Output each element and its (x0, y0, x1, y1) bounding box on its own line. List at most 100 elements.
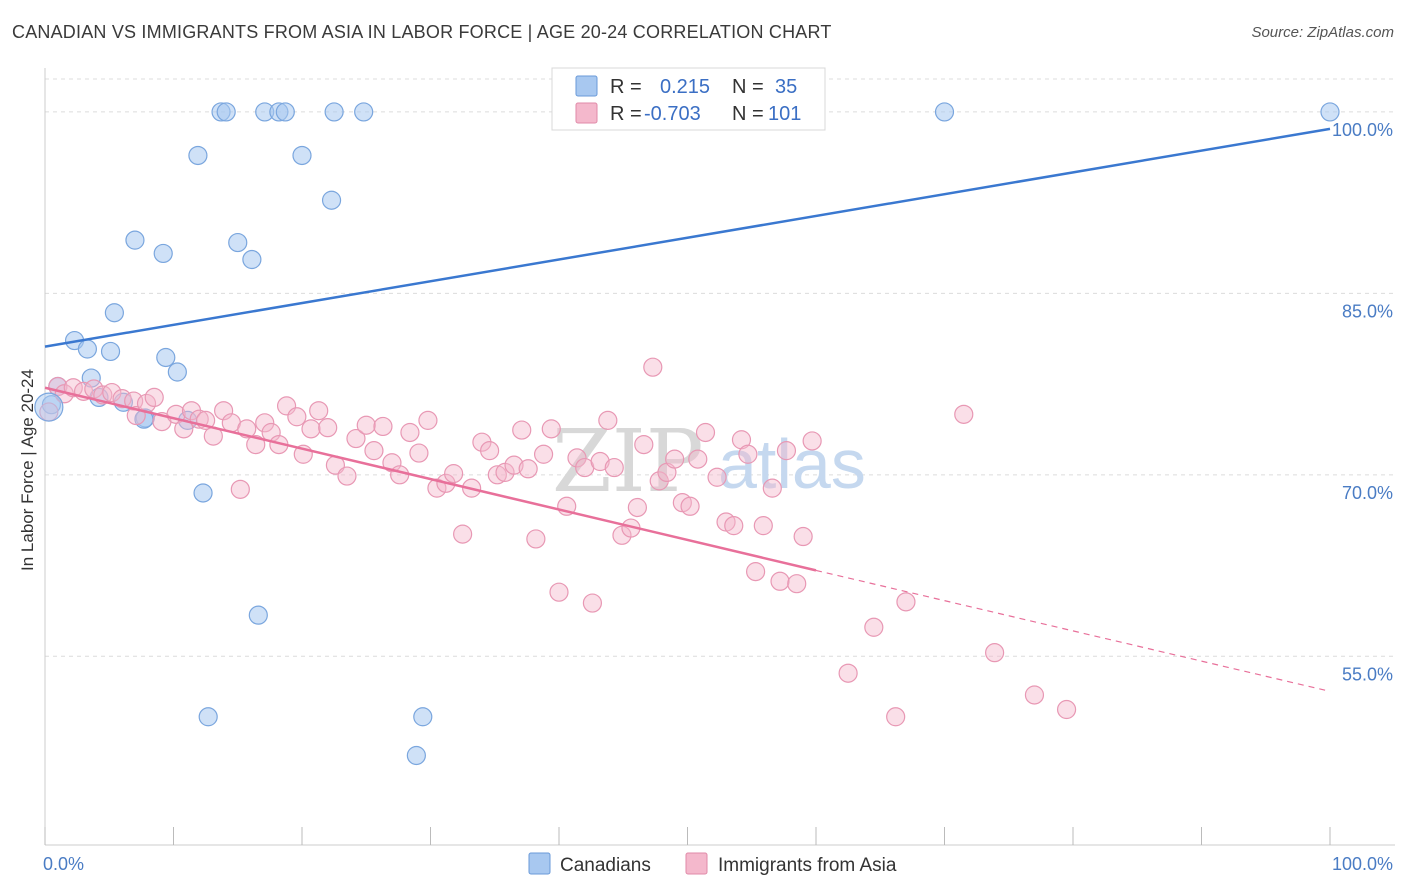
data-point (582, 593, 603, 613)
data-point (1056, 699, 1077, 720)
data-point (444, 464, 464, 484)
data-point (634, 434, 654, 455)
data-point (193, 483, 213, 503)
x-tick-label: 100.0% (1332, 854, 1393, 874)
data-point (934, 102, 955, 122)
data-point (762, 478, 782, 498)
data-point (216, 102, 236, 122)
bottom-legend: Canadians Immigrants from Asia (528, 852, 897, 876)
legend-r-label-2: R = (610, 103, 642, 125)
data-point (248, 605, 268, 625)
data-point (688, 449, 708, 469)
grid-lines (45, 78, 1395, 657)
data-point (504, 455, 524, 475)
data-point (838, 663, 858, 683)
data-point (104, 303, 124, 323)
data-point (246, 434, 266, 455)
data-point (724, 516, 744, 536)
data-point (886, 707, 906, 727)
y-axis-label: In Labor Force | Age 20-24 (18, 369, 37, 571)
data-point (793, 526, 813, 547)
data-point (292, 145, 312, 166)
chart-title: CANADIAN VS IMMIGRANTS FROM ASIA IN LABO… (12, 22, 832, 42)
data-point (746, 562, 766, 582)
legend-swatch-canadians (575, 75, 598, 97)
trend-line-asia-extension (815, 569, 1331, 692)
data-point (337, 466, 357, 486)
y-tick-label: 100.0% (1332, 120, 1393, 140)
data-point (301, 419, 321, 439)
data-point (665, 449, 685, 469)
data-point (954, 404, 974, 424)
data-point (896, 592, 916, 612)
data-point (400, 422, 420, 443)
y-tick-label: 70.0% (1342, 483, 1393, 503)
data-point (153, 243, 173, 264)
chart-source: Source: ZipAtlas.com (1251, 24, 1394, 41)
bottom-legend-asia: Immigrants from Asia (718, 855, 897, 876)
data-point (753, 516, 773, 536)
data-point (518, 459, 538, 479)
data-point (167, 362, 187, 382)
data-point (864, 617, 884, 637)
x-tick-label: 0.0% (43, 854, 84, 874)
data-points (34, 102, 1340, 766)
data-point (680, 496, 700, 516)
legend-n-value-2: 101 (768, 103, 801, 125)
data-point (373, 416, 393, 437)
data-point (102, 382, 122, 403)
data-point (770, 571, 790, 591)
data-point (453, 524, 473, 544)
data-point (549, 582, 569, 602)
data-point (1320, 102, 1340, 122)
y-tick-label: 85.0% (1342, 301, 1393, 321)
data-point (707, 467, 727, 487)
data-point (228, 232, 248, 253)
data-point (738, 444, 758, 464)
data-point (409, 443, 429, 463)
data-point (643, 357, 663, 377)
data-point (406, 745, 426, 766)
data-point (112, 389, 132, 409)
stats-legend: R = 0.215 N = 35 R = -0.703 N = 101 (551, 67, 826, 131)
data-point (985, 643, 1005, 663)
data-point (321, 190, 342, 210)
data-point (1024, 685, 1045, 705)
data-point (541, 419, 561, 439)
data-point (198, 707, 218, 727)
y-tick-label: 55.0% (1342, 664, 1393, 684)
data-point (309, 401, 329, 421)
data-point (787, 574, 807, 594)
data-point (776, 441, 797, 461)
legend-r-value-1: 0.215 (660, 76, 710, 98)
data-point (604, 457, 624, 478)
data-point (567, 448, 587, 468)
data-point (255, 413, 275, 433)
data-point (214, 401, 234, 421)
data-point (590, 451, 610, 472)
y-tick-labels: 55.0% 70.0% 85.0% 100.0% (1332, 120, 1393, 684)
bottom-legend-swatch-asia (685, 852, 708, 875)
data-point (287, 407, 307, 427)
trend-line-canadians (44, 127, 1331, 348)
data-point (346, 428, 366, 449)
legend-n-label-1: N = (732, 76, 764, 98)
x-tick-labels: 0.0% 100.0% (43, 854, 1393, 874)
axes (44, 68, 1395, 846)
legend-r-value-2: -0.703 (644, 103, 701, 125)
data-point (34, 392, 64, 422)
bottom-legend-canadians: Canadians (560, 855, 651, 876)
data-point (275, 102, 295, 122)
watermark-atlas: atlas (718, 425, 866, 503)
data-point (390, 465, 410, 485)
data-point (427, 478, 447, 498)
data-point (512, 420, 532, 440)
data-point (627, 497, 647, 518)
legend-n-label-2: N = (732, 103, 764, 125)
data-point (125, 230, 145, 250)
data-point (356, 415, 376, 435)
trend-line-asia (44, 386, 817, 572)
data-point (318, 418, 338, 438)
data-point (324, 102, 344, 122)
